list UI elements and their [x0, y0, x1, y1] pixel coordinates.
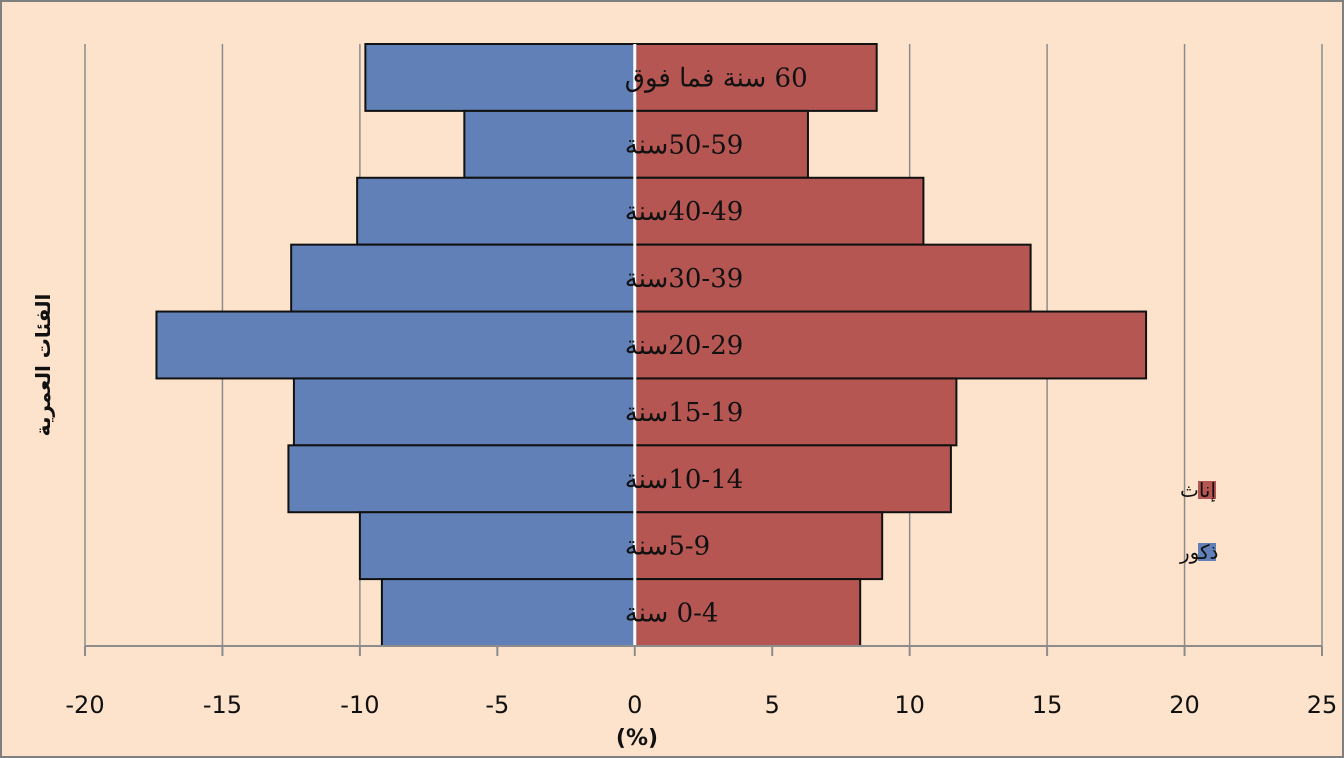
x-tick-label: 20: [1169, 691, 1200, 719]
bar-male: [356, 176, 636, 246]
x-tick-label: 5: [765, 691, 780, 719]
bar-male: [380, 578, 636, 647]
bar-male: [155, 310, 636, 380]
legend: إناث ذكور: [1179, 478, 1218, 564]
x-axis-title: (%): [616, 726, 658, 751]
category-label: 5-9سنة: [625, 532, 710, 562]
x-tick-label: -15: [203, 691, 242, 719]
x-tick-label: -20: [65, 691, 104, 719]
category-label: 10-14سنة: [625, 465, 744, 495]
legend-swatch: [1198, 481, 1216, 499]
x-tick-label: -5: [485, 691, 509, 719]
x-tick-label: -10: [340, 691, 379, 719]
category-labels: 60 سنة فما فوق 50-59سنة 40-49سنة 30-39سنة 20…: [625, 63, 808, 628]
legend-label: ذكور: [1179, 540, 1218, 564]
bar-female: [633, 310, 1148, 380]
category-label: 15-19سنة: [625, 398, 744, 428]
category-label: 60 سنة فما فوق: [625, 63, 808, 93]
legend-label: إناث: [1180, 478, 1216, 503]
x-tick-label: 10: [894, 691, 925, 719]
bars: [155, 43, 1148, 647]
bar-male: [290, 243, 636, 313]
bar-male: [292, 377, 636, 447]
bar-male: [358, 511, 636, 581]
x-axis: -20 -15 -10 -5 0 5 10 15 20 25: [65, 645, 1338, 719]
x-tick-label: 0: [627, 691, 642, 719]
x-tick-label: 25: [1307, 691, 1338, 719]
category-label: 20-29سنة: [625, 331, 744, 361]
bar-female: [633, 578, 862, 647]
category-label: 40-49سنة: [625, 197, 744, 227]
category-label: 0-4 سنة: [625, 599, 719, 629]
legend-swatch: [1198, 543, 1216, 561]
y-axis-title: الفئات العمرية: [31, 294, 55, 437]
bar-female: [633, 444, 952, 514]
bar-female: [633, 511, 884, 581]
bar-male: [364, 43, 636, 112]
category-label: 50-59سنة: [625, 130, 744, 160]
category-label: 30-39سنة: [625, 264, 744, 294]
x-tick-label: 15: [1032, 691, 1063, 719]
bar-male: [287, 444, 636, 514]
bar-male: [463, 109, 636, 179]
bar-female: [633, 176, 925, 246]
